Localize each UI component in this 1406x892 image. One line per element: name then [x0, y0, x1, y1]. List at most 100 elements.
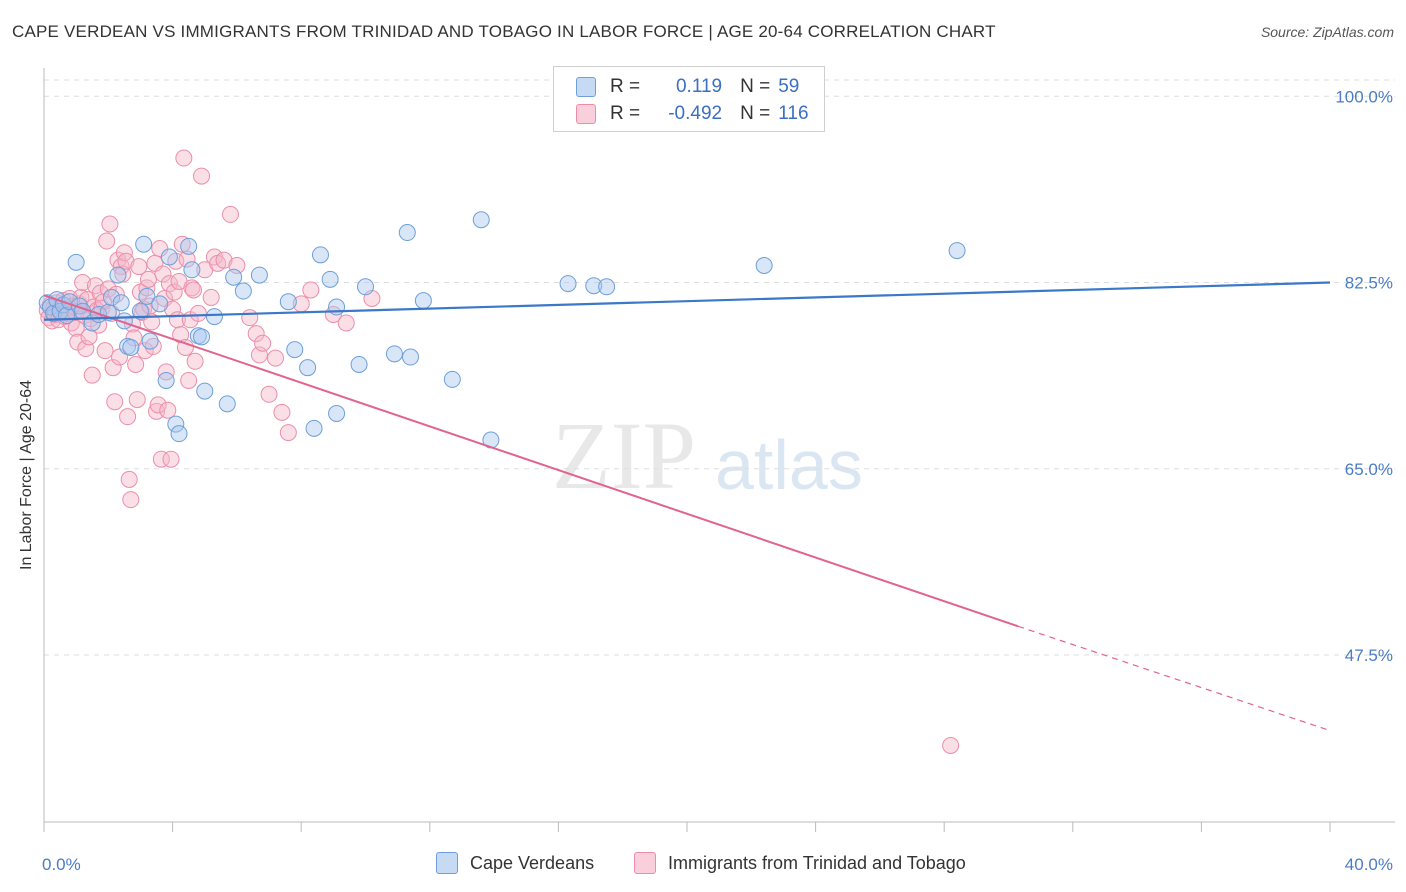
data-point-trinidad: [149, 396, 167, 414]
data-point-trinidad: [143, 313, 161, 331]
data-point-trinidad: [202, 288, 220, 306]
pink-swatch-icon: [634, 852, 656, 874]
data-point-trinidad: [144, 337, 162, 355]
data-point-cape-verdean: [385, 345, 403, 363]
data-point-trinidad: [125, 329, 143, 347]
data-point-cape-verdean: [585, 277, 603, 295]
data-point-trinidad: [337, 314, 355, 332]
data-point-trinidad: [136, 342, 154, 360]
y-tick-label: 82.5%: [1345, 274, 1393, 293]
data-point-cape-verdean: [402, 348, 420, 366]
data-point-trinidad: [193, 167, 211, 185]
data-point-trinidad: [942, 737, 960, 754]
x-tick-label: 40.0%: [1345, 855, 1393, 874]
data-point-cape-verdean: [70, 297, 88, 315]
watermark-zip: ZIP: [552, 402, 696, 509]
data-point-trinidad: [80, 328, 98, 346]
data-point-trinidad: [119, 408, 137, 426]
data-point-trinidad: [117, 252, 135, 270]
data-point-cape-verdean: [225, 268, 243, 286]
data-point-trinidad: [254, 334, 272, 352]
trend-line-trinidad: [43, 294, 1019, 628]
legend-item-cape-verdeans: Cape Verdeans: [436, 852, 594, 874]
data-point-trinidad: [120, 470, 138, 488]
data-point-cape-verdean: [131, 302, 149, 320]
data-point-trinidad: [178, 250, 196, 268]
data-point-trinidad: [157, 363, 175, 381]
data-point-trinidad: [215, 251, 233, 269]
data-point-trinidad: [128, 391, 146, 409]
data-point-cape-verdean: [559, 275, 577, 293]
data-point-trinidad: [186, 352, 204, 370]
data-point-cape-verdean: [305, 419, 323, 437]
watermark-atlas: atlas: [715, 426, 863, 504]
data-point-trinidad: [176, 338, 194, 356]
legend-row-cape-verdeans: R = 0.119 N = 59: [576, 75, 799, 99]
legend-item-label: Immigrants from Trinidad and Tobago: [668, 852, 966, 873]
data-point-trinidad: [72, 288, 90, 306]
data-point-trinidad: [279, 424, 297, 442]
data-point-trinidad: [221, 205, 239, 223]
data-point-trinidad: [107, 285, 125, 303]
data-point-cape-verdean: [138, 287, 156, 305]
data-point-cape-verdean: [328, 298, 346, 316]
data-point-trinidad: [106, 393, 124, 411]
data-point-cape-verdean: [328, 404, 346, 422]
data-point-cape-verdean: [196, 382, 214, 400]
data-point-cape-verdean: [472, 211, 490, 229]
data-point-trinidad: [162, 450, 180, 468]
data-point-trinidad: [260, 385, 278, 403]
data-point-cape-verdean: [357, 278, 374, 296]
data-point-trinidad: [67, 319, 85, 337]
data-point-trinidad: [127, 355, 145, 373]
data-point-trinidad: [184, 281, 202, 299]
data-point-cape-verdean: [135, 235, 153, 253]
trend-line-trinidad-extrapolated: [1017, 625, 1331, 732]
legend-item-trinidad: Immigrants from Trinidad and Tobago: [634, 852, 966, 874]
blue-swatch-icon: [576, 77, 596, 97]
data-point-trinidad: [101, 215, 119, 233]
data-point-cape-verdean: [443, 370, 461, 388]
legend-n-label: N =: [740, 76, 771, 97]
data-point-trinidad: [115, 244, 133, 262]
data-point-trinidad: [175, 149, 193, 167]
data-point-cape-verdean: [205, 308, 223, 326]
data-point-cape-verdean: [109, 266, 127, 284]
data-point-trinidad: [138, 279, 156, 297]
data-point-trinidad: [180, 371, 198, 389]
data-point-cape-verdean: [414, 292, 432, 310]
legend-n-value: 116: [778, 103, 809, 124]
data-point-cape-verdean: [234, 282, 252, 300]
data-point-cape-verdean: [157, 371, 175, 389]
data-point-cape-verdean: [160, 248, 178, 266]
data-point-cape-verdean: [311, 246, 329, 264]
data-point-cape-verdean: [170, 425, 188, 443]
data-point-trinidad: [83, 366, 101, 384]
data-point-trinidad: [159, 401, 177, 419]
legend-r-label: R =: [610, 103, 641, 124]
data-point-trinidad: [139, 270, 157, 288]
x-tick-label: 0.0%: [42, 855, 81, 874]
chart-title: CAPE VERDEAN VS IMMIGRANTS FROM TRINIDAD…: [12, 22, 996, 41]
data-point-trinidad: [266, 349, 284, 367]
correlation-legend: R = 0.119 N = 59 R = -0.492 N = 116: [553, 66, 825, 132]
data-point-trinidad: [104, 359, 122, 377]
data-point-trinidad: [130, 258, 148, 276]
data-point-trinidad: [122, 491, 140, 509]
data-point-cape-verdean: [167, 415, 185, 433]
data-point-trinidad: [302, 281, 320, 299]
data-point-cape-verdean: [350, 355, 368, 373]
data-point-trinidad: [152, 450, 170, 468]
legend-n-label: N =: [740, 103, 771, 124]
data-point-cape-verdean: [299, 359, 317, 377]
y-tick-label: 100.0%: [1335, 87, 1393, 106]
data-point-cape-verdean: [218, 395, 236, 413]
data-point-cape-verdean: [141, 332, 159, 350]
data-point-trinidad: [98, 232, 116, 250]
legend-n-value: 59: [778, 76, 800, 97]
data-point-cape-verdean: [67, 253, 85, 271]
source-label: Source: ZipAtlas.com: [1260, 24, 1394, 40]
data-point-trinidad: [273, 403, 291, 421]
legend-r-label: R =: [610, 76, 641, 97]
